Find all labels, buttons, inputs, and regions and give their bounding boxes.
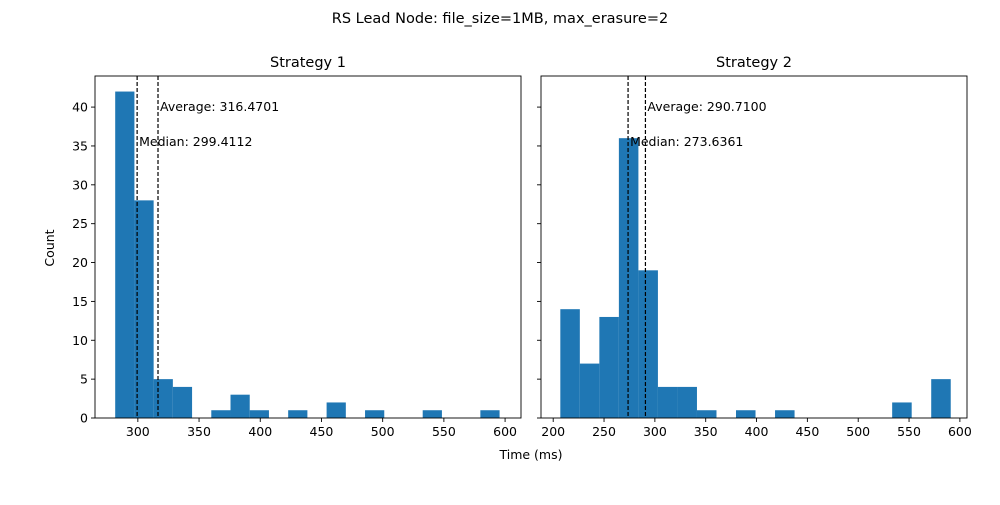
x-tick-label: 350 bbox=[187, 424, 211, 439]
histogram-bar bbox=[249, 410, 269, 418]
x-tick-label: 400 bbox=[745, 424, 769, 439]
histogram-bar bbox=[579, 363, 600, 418]
median-annotation: Median: 273.6361 bbox=[630, 134, 743, 149]
histogram-bar bbox=[365, 410, 385, 418]
x-tick-label: 400 bbox=[248, 424, 272, 439]
histogram-bar bbox=[211, 410, 231, 418]
x-tick-label: 250 bbox=[592, 424, 616, 439]
x-tick-label: 450 bbox=[310, 424, 334, 439]
histogram-bar bbox=[618, 138, 639, 418]
y-tick-label: 30 bbox=[72, 177, 88, 192]
histogram-bar bbox=[134, 200, 154, 418]
axes-frame bbox=[540, 75, 968, 419]
x-tick-label: 600 bbox=[948, 424, 972, 439]
average-annotation: Average: 316.4701 bbox=[160, 99, 279, 114]
x-tick-label: 550 bbox=[432, 424, 456, 439]
median-annotation: Median: 299.4112 bbox=[139, 134, 252, 149]
histogram-bar bbox=[326, 402, 346, 418]
average-annotation: Average: 290.7100 bbox=[647, 99, 766, 114]
histogram-bar bbox=[115, 91, 135, 418]
x-tick-label: 600 bbox=[493, 424, 517, 439]
x-tick-label: 200 bbox=[541, 424, 565, 439]
histogram-bar bbox=[422, 410, 442, 418]
histogram-bar bbox=[288, 410, 308, 418]
histogram-bar bbox=[892, 402, 912, 418]
y-tick-label: 0 bbox=[80, 411, 88, 426]
x-tick-label: 500 bbox=[846, 424, 870, 439]
x-tick-label: 300 bbox=[643, 424, 667, 439]
histogram-bar bbox=[638, 270, 658, 418]
x-tick-label: 300 bbox=[126, 424, 150, 439]
histogram-bar bbox=[696, 410, 717, 418]
y-tick-label: 40 bbox=[72, 100, 88, 115]
axes-frame bbox=[94, 75, 522, 419]
figure-title: RS Lead Node: file_size=1MB, max_erasure… bbox=[332, 11, 668, 27]
y-axis-label: Count bbox=[42, 229, 57, 266]
histogram-bar bbox=[736, 410, 756, 418]
y-tick-label: 5 bbox=[80, 372, 88, 387]
histogram-bar bbox=[775, 410, 795, 418]
histogram-bar bbox=[230, 394, 250, 418]
histogram-bar bbox=[153, 379, 173, 418]
y-tick-label: 35 bbox=[72, 138, 88, 153]
x-tick-label: 550 bbox=[897, 424, 921, 439]
panel-title: Strategy 2 bbox=[716, 55, 792, 71]
y-tick-label: 10 bbox=[72, 333, 88, 348]
histogram-bar bbox=[480, 410, 500, 418]
histogram-bar bbox=[677, 386, 697, 418]
panel-title: Strategy 1 bbox=[270, 55, 346, 71]
histogram-bar bbox=[931, 379, 951, 418]
y-tick-label: 20 bbox=[72, 255, 88, 270]
histogram-bar bbox=[172, 386, 193, 418]
histogram-bar bbox=[599, 316, 619, 418]
x-tick-label: 350 bbox=[694, 424, 718, 439]
histogram-bar bbox=[657, 386, 678, 418]
x-tick-label: 500 bbox=[371, 424, 395, 439]
x-axis-label: Time (ms) bbox=[498, 447, 562, 462]
y-tick-label: 25 bbox=[72, 216, 88, 231]
histogram-bar bbox=[560, 309, 580, 418]
x-tick-label: 450 bbox=[795, 424, 819, 439]
panel-strategy-2: Median: 273.6361 Average: 290.7100 200 250 3… bbox=[537, 55, 972, 439]
y-tick-label: 15 bbox=[72, 294, 88, 309]
